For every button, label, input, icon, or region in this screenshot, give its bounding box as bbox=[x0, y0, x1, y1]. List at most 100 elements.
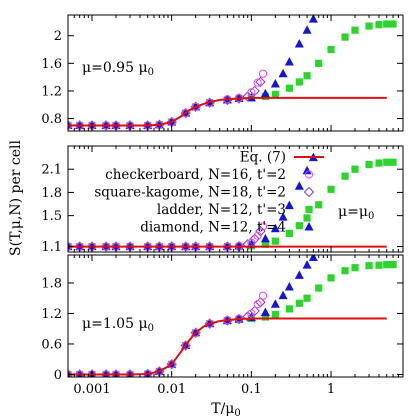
y-tick-label: 1.8 bbox=[41, 276, 62, 291]
x-tick-label: 0.1 bbox=[241, 382, 262, 397]
panel-label: μ=μ0 bbox=[338, 204, 374, 222]
series-checkerboard-point bbox=[247, 309, 256, 318]
panel-plot-area bbox=[68, 15, 397, 131]
panel-label-main: μ=0.95 μ bbox=[82, 60, 148, 76]
panel-2: 1.1 1.5 1.8 2.1 μ=μ0 bbox=[41, 145, 404, 255]
series-square_kagome-point bbox=[242, 91, 253, 102]
series-diamond-point bbox=[284, 200, 294, 210]
panel-label-sub: 0 bbox=[148, 67, 154, 78]
series-diamond-point bbox=[278, 212, 288, 221]
series-square_kagome-point bbox=[233, 313, 245, 325]
legend: Eq. (7)checkerboard, N=16, t'=2 square-ka… bbox=[94, 150, 324, 236]
panel-3: 00.61.21.8μ=1.05 μ0 bbox=[41, 254, 404, 383]
panel-frame bbox=[67, 14, 404, 132]
panel-label-main: μ=1.05 μ bbox=[82, 316, 148, 332]
series-ladder-point bbox=[303, 72, 311, 80]
series-checkerboard-point bbox=[253, 231, 262, 240]
panel-frame bbox=[67, 145, 404, 253]
series-ladder-point bbox=[261, 313, 269, 321]
series-ladder-point bbox=[315, 201, 323, 209]
panel-label: μ=0.95 μ0 bbox=[82, 60, 154, 78]
legend-swatch-ladder bbox=[305, 205, 313, 214]
legend-label-checkerboard: checkerboard, N=16, t'=2 bbox=[105, 167, 286, 183]
y-tick-label: 1.8 bbox=[41, 186, 62, 201]
legend-swatch-square_kagome bbox=[303, 186, 315, 198]
series-ladder-point bbox=[365, 160, 373, 169]
series-diamond-point bbox=[284, 282, 294, 291]
series-ladder-point bbox=[285, 84, 293, 92]
series-square_kagome-point bbox=[233, 93, 245, 104]
series-ladder-point bbox=[383, 261, 391, 269]
series-ladder-point bbox=[295, 299, 303, 307]
series-ladder-point bbox=[351, 264, 359, 272]
legend-label-square_kagome: square-kagome, N=18, t'=2 bbox=[94, 185, 286, 201]
y-tick-label: 0.8 bbox=[41, 112, 62, 127]
series-ladder-point bbox=[295, 78, 303, 86]
series-ladder-point bbox=[389, 20, 397, 28]
series-square_kagome-point bbox=[249, 85, 260, 97]
series-diamond-point bbox=[308, 255, 318, 262]
series-diamond-point bbox=[260, 233, 270, 243]
series-diamond-point bbox=[270, 79, 280, 88]
series-square_kagome-point bbox=[242, 239, 253, 250]
panel-label: μ=1.05 μ0 bbox=[82, 316, 154, 334]
series-checkerboard-point bbox=[258, 69, 268, 78]
series-ladder-point bbox=[327, 45, 335, 54]
series-ladder-point bbox=[383, 158, 391, 166]
series-checkerboard-point bbox=[253, 78, 262, 87]
series-diamond-point bbox=[302, 260, 312, 269]
series-ladder-point bbox=[341, 33, 349, 41]
y-tick-label: 0 bbox=[54, 368, 62, 383]
series-eq7-line bbox=[68, 317, 387, 376]
y-tick-label: 1.2 bbox=[41, 84, 62, 99]
series-ladder-point bbox=[285, 305, 293, 313]
x-axis-title-sub: 0 bbox=[234, 408, 240, 419]
series-ladder-point bbox=[271, 310, 279, 319]
y-axis-title: S(T,μ,N) per cell bbox=[8, 139, 24, 255]
legend-label-ladder: ladder, N=12, t'=3 bbox=[157, 202, 286, 218]
series-diamond-point bbox=[302, 165, 312, 175]
y-tick-label: 1.2 bbox=[41, 307, 62, 322]
series-diamond-point bbox=[278, 290, 288, 300]
series-diamond-point bbox=[294, 39, 304, 48]
series-ladder-point bbox=[375, 159, 383, 167]
x-tick-label: 0.001 bbox=[73, 382, 110, 397]
panel-plot-area bbox=[68, 255, 397, 377]
y-axis-title-text: S(T,μ,N) per cell bbox=[8, 139, 24, 255]
series-ladder-point bbox=[351, 165, 359, 173]
series-ladder-point bbox=[303, 214, 311, 222]
series-diamond-point bbox=[260, 88, 270, 98]
series-checkerboard-point bbox=[258, 291, 268, 300]
series-diamond-point bbox=[270, 223, 280, 233]
series-ladder-point bbox=[383, 20, 391, 28]
series-ladder-point bbox=[351, 26, 359, 34]
series-diamond-point bbox=[302, 25, 312, 34]
series-ladder-point bbox=[285, 229, 293, 238]
series-checkerboard-point bbox=[191, 328, 200, 337]
series-diamond-point bbox=[260, 307, 270, 316]
x-axis-title: T/μ0 bbox=[211, 401, 241, 419]
legend-swatch-checkerboard bbox=[304, 170, 314, 179]
x-tick-label: 1 bbox=[327, 382, 335, 397]
series-ladder-point bbox=[315, 59, 323, 67]
series-ladder-point bbox=[365, 262, 373, 270]
panel-label-sub: 0 bbox=[148, 323, 154, 334]
legend-label-eq7: Eq. (7) bbox=[240, 150, 286, 166]
series-ladder-point bbox=[341, 267, 349, 275]
legend-label-diamond: diamond, N=12, t'=4 bbox=[140, 220, 286, 236]
series-diamond-point bbox=[284, 56, 294, 66]
series-ladder-point bbox=[375, 21, 383, 29]
series-ladder-point bbox=[389, 158, 397, 166]
series-ladder-point bbox=[315, 284, 323, 292]
series-diamond-point bbox=[294, 270, 304, 279]
series-square_kagome-point bbox=[255, 76, 266, 88]
series-diamond-point bbox=[294, 181, 304, 190]
x-tick-label: 0.01 bbox=[157, 382, 186, 397]
series-ladder-point bbox=[327, 274, 335, 282]
series-ladder-point bbox=[271, 237, 279, 245]
series-diamond-point bbox=[270, 299, 280, 308]
series-ladder-point bbox=[375, 261, 383, 269]
series-ladder-point bbox=[295, 222, 303, 230]
x-axis-title-main: T/μ bbox=[211, 401, 234, 417]
